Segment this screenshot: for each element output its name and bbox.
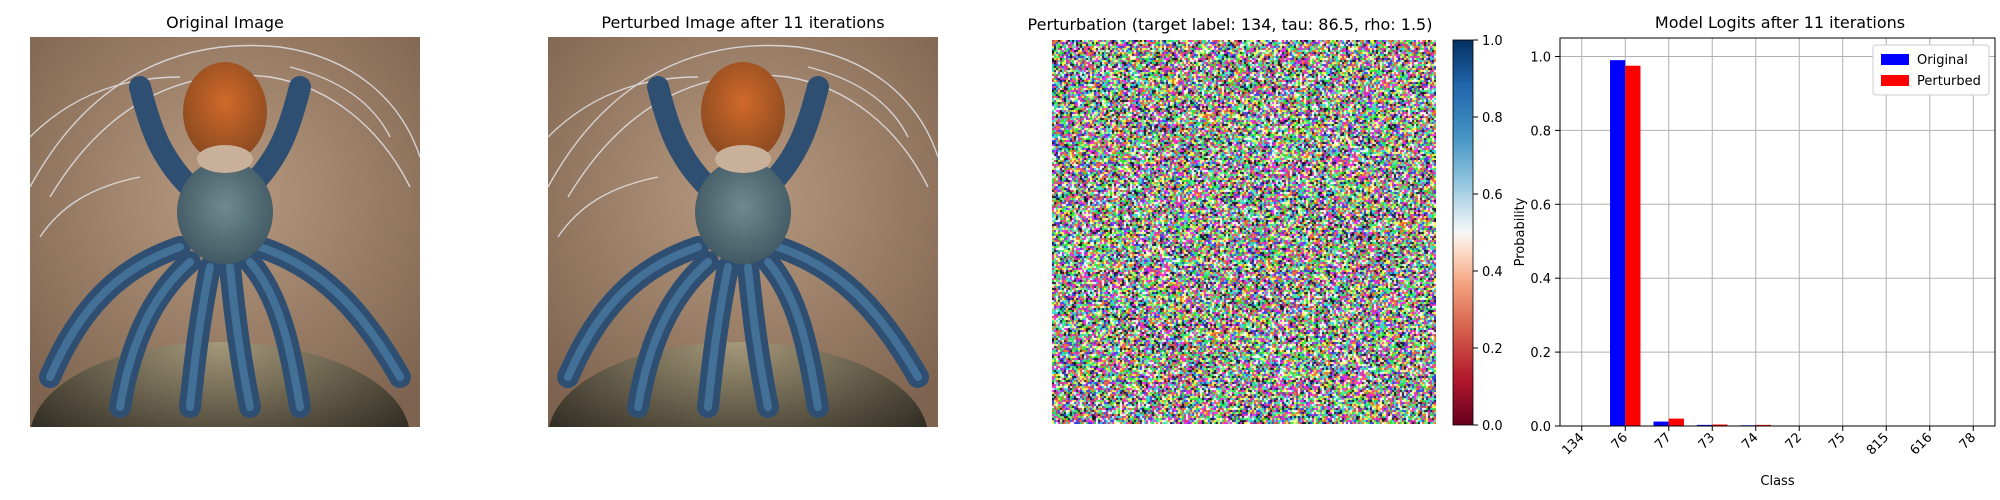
colorbar-tick-label: 0.8 [1482,111,1503,126]
x-tick-label: 76 [1609,430,1631,452]
colorbar-gradient [1452,39,1474,426]
x-tick-label: 616 [1907,430,1935,458]
x-tick-label: 77 [1652,430,1674,452]
legend-swatch-perturbed [1881,75,1909,86]
bar-perturbed [1755,424,1771,426]
x-tick-label: 134 [1559,430,1587,458]
x-tick-label: 78 [1957,430,1979,452]
logits-chart-title: Model Logits after 11 iterations [1654,13,1906,32]
y-tick-label: 1.0 [1530,50,1551,65]
x-tick-label: 75 [1826,430,1848,452]
x-tick-label: 73 [1696,430,1718,452]
legend-swatch-original [1881,54,1909,65]
y-tick-label: 0.0 [1530,420,1551,435]
x-tick-label: 72 [1783,430,1805,452]
original-image [30,37,420,427]
legend-label-original: Original [1917,53,1968,68]
x-tick-label: 815 [1864,430,1892,458]
y-tick-label: 0.4 [1530,272,1551,287]
perturbation-noise-image [1052,40,1436,424]
colorbar-tick-label: 0.4 [1482,265,1503,280]
original-image-title: Original Image [166,13,284,32]
colorbar-tick-label: 0.0 [1482,419,1503,434]
legend-label-perturbed: Perturbed [1917,74,1981,89]
bar-perturbed [1625,65,1641,426]
plot-frame [1559,37,1996,427]
bar-perturbed [1668,418,1684,426]
perturbation-title: Perturbation (target label: 134, tau: 86… [1027,15,1433,34]
x-tick-label: 74 [1739,430,1761,452]
perturbed-image [548,37,938,427]
bar-original [1697,424,1713,426]
x-axis-label: Class [1760,474,1794,489]
logits-bar-chart: 0.0 0.2 0.4 0.6 0.8 1.0 134 76 77 73 74 72 75 815 616 7… [1513,37,1996,489]
bar-original [1653,421,1669,426]
y-tick-label: 0.6 [1530,198,1551,213]
y-tick-label: 0.8 [1530,124,1551,139]
bar-perturbed [1712,424,1728,426]
tarantula-illustration [548,37,938,427]
colorbar-tick-label: 1.0 [1482,34,1503,49]
perturbed-image-title: Perturbed Image after 11 iterations [601,13,885,32]
y-tick-label: 0.2 [1530,346,1551,361]
colorbar-tick-label: 0.6 [1482,188,1503,203]
y-axis-label: Probability [1513,197,1528,266]
colorbar: 0.0 0.2 0.4 0.6 0.8 1.0 [1452,34,1503,434]
bar-original [1610,60,1626,427]
tarantula-illustration [30,37,420,427]
colorbar-tick-label: 0.2 [1482,342,1503,357]
